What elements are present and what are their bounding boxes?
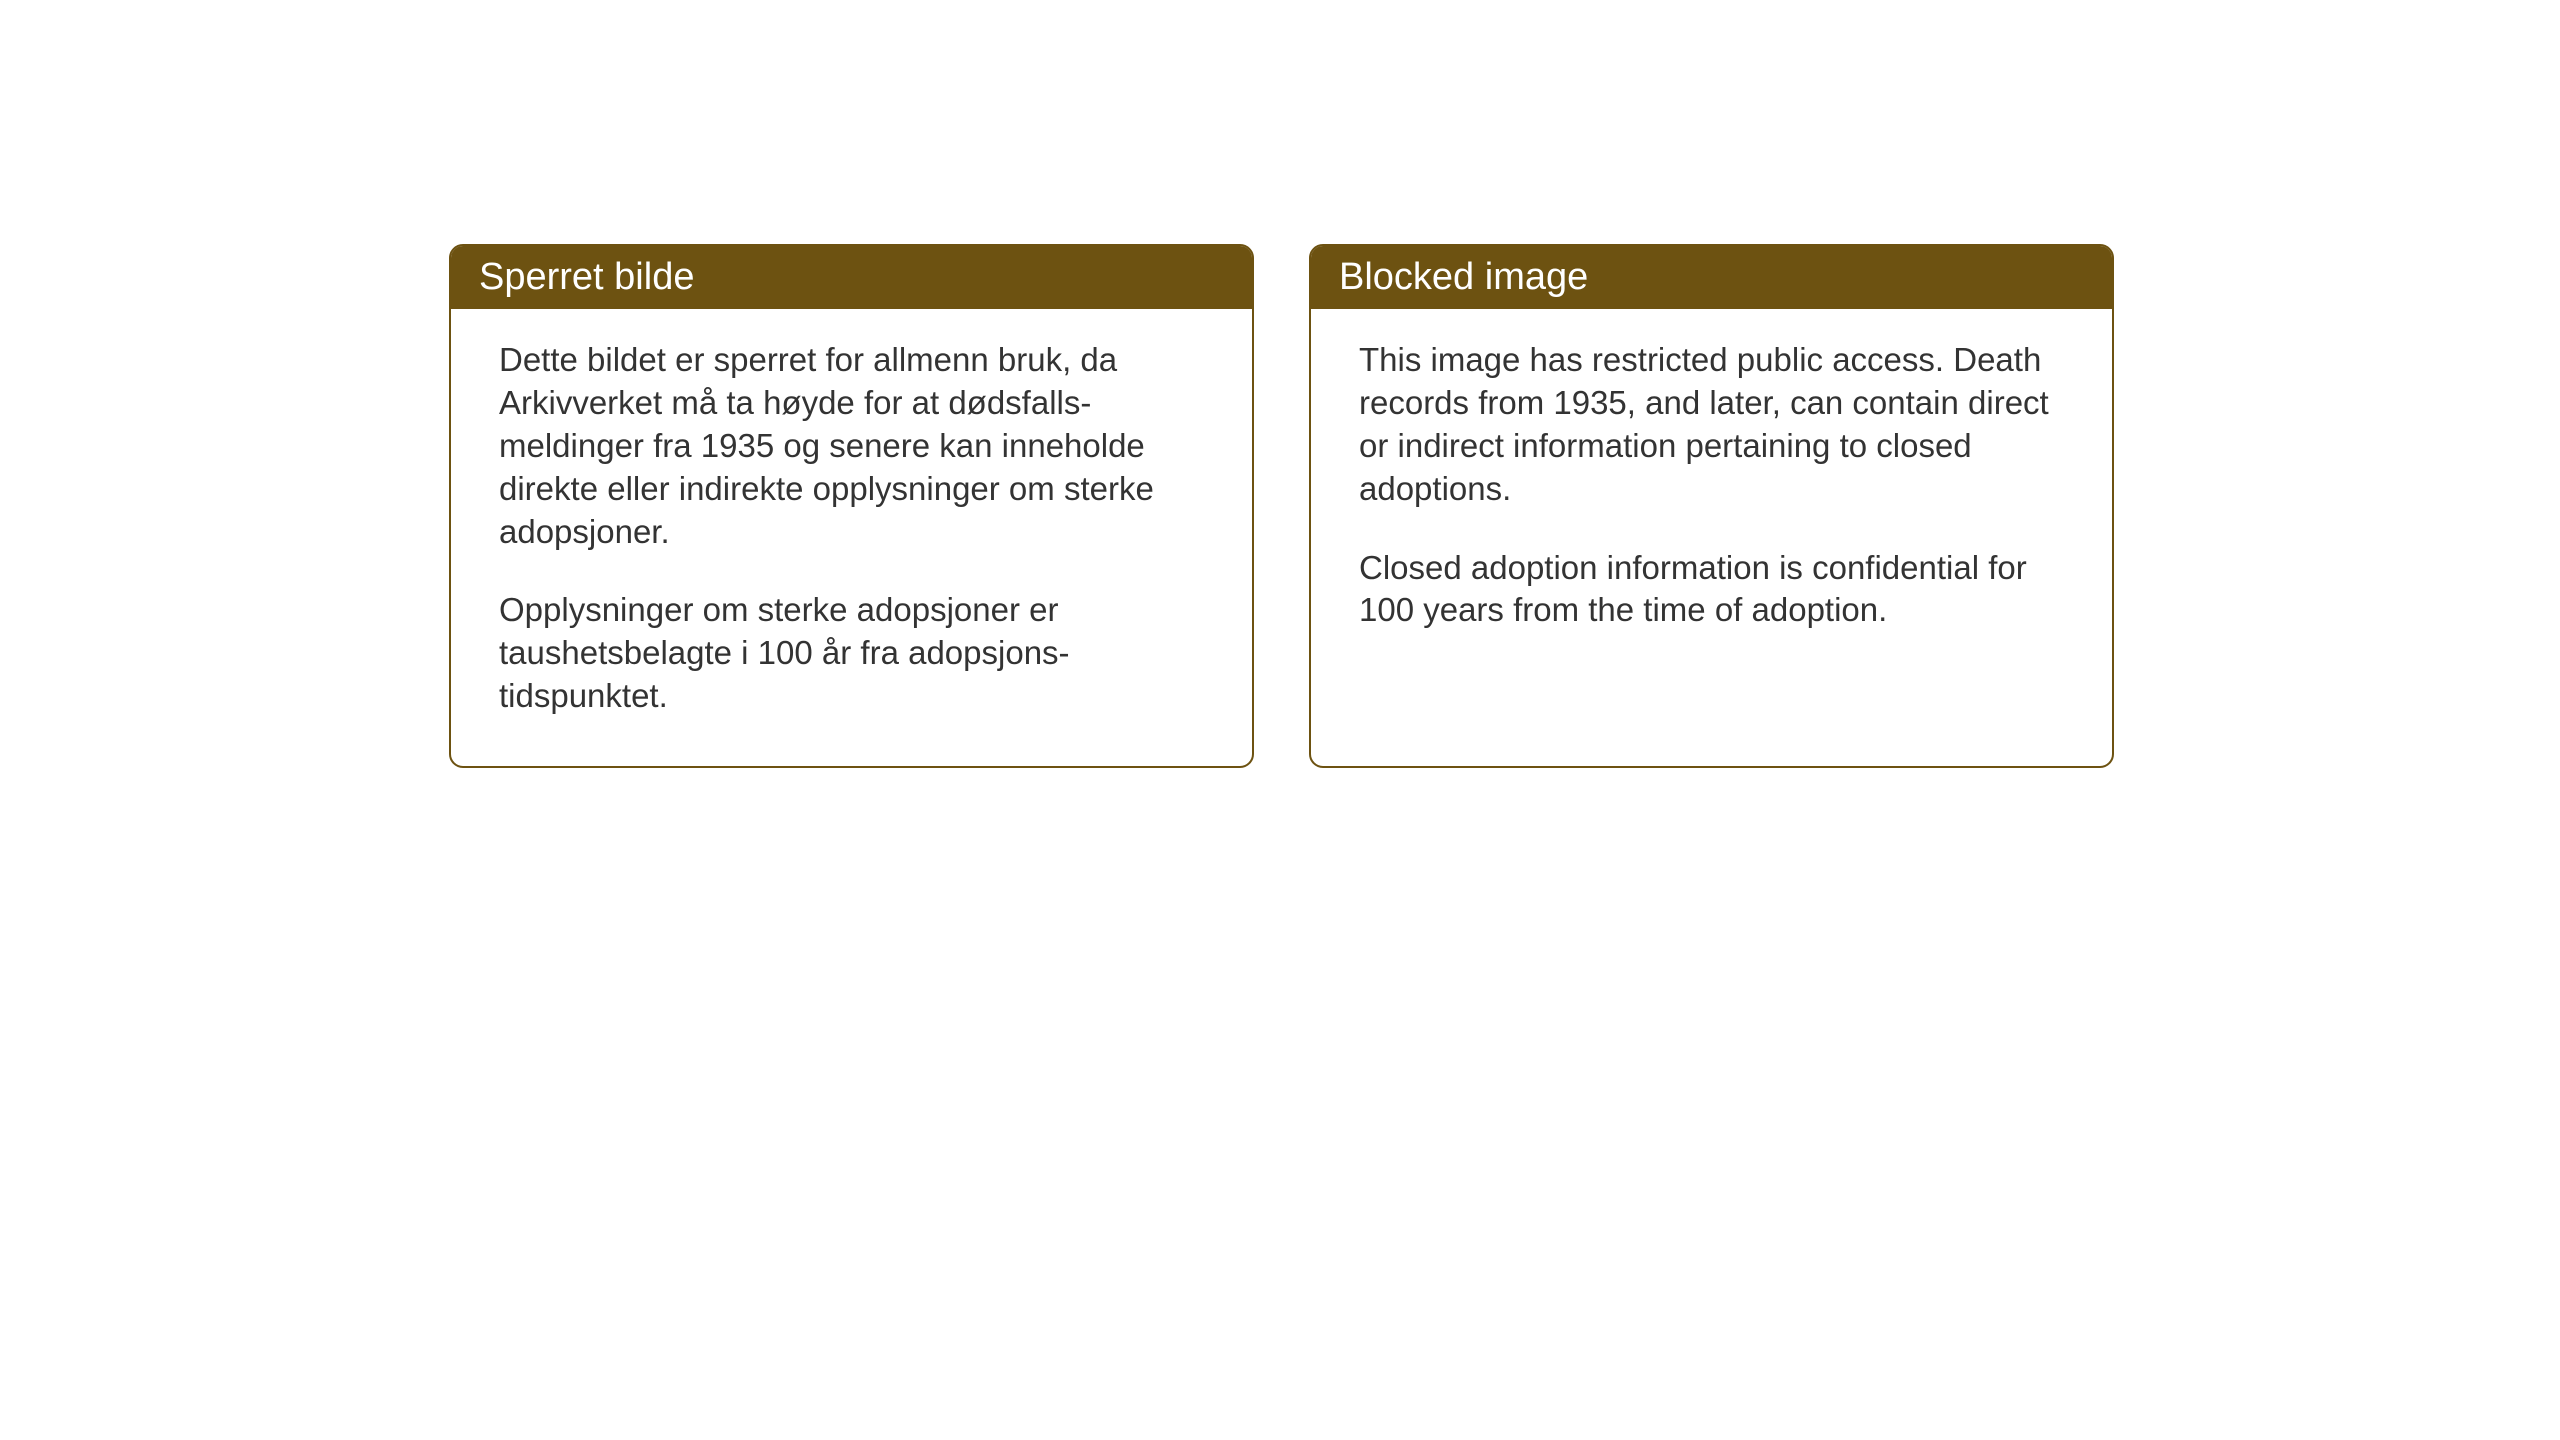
notice-paragraph-1-norwegian: Dette bildet er sperret for allmenn bruk… <box>499 339 1204 553</box>
notice-body-norwegian: Dette bildet er sperret for allmenn bruk… <box>451 309 1252 766</box>
notice-paragraph-2-english: Closed adoption information is confident… <box>1359 547 2064 633</box>
notice-body-english: This image has restricted public access.… <box>1311 309 2112 680</box>
notice-box-english: Blocked image This image has restricted … <box>1309 244 2114 768</box>
notice-header-english: Blocked image <box>1311 246 2112 309</box>
notice-paragraph-1-english: This image has restricted public access.… <box>1359 339 2064 511</box>
notice-header-norwegian: Sperret bilde <box>451 246 1252 309</box>
notice-container: Sperret bilde Dette bildet er sperret fo… <box>449 244 2114 768</box>
notice-title-english: Blocked image <box>1339 256 1588 298</box>
notice-paragraph-2-norwegian: Opplysninger om sterke adopsjoner er tau… <box>499 589 1204 718</box>
notice-title-norwegian: Sperret bilde <box>479 256 694 298</box>
notice-box-norwegian: Sperret bilde Dette bildet er sperret fo… <box>449 244 1254 768</box>
